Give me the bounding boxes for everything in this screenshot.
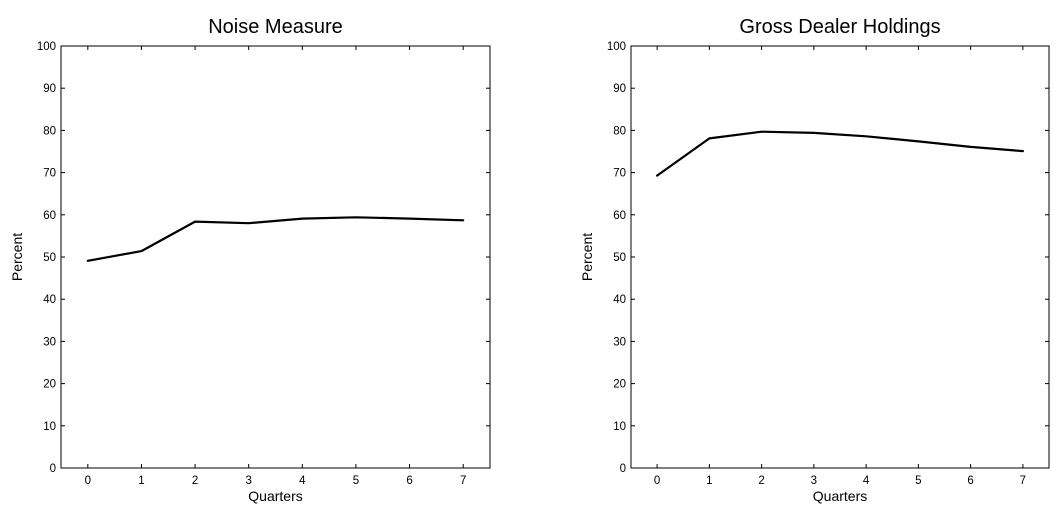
chart-1-xtick-label: 3	[245, 475, 251, 487]
chart-1-xtick-label: 7	[460, 475, 466, 487]
chart-1-xtick-label: 0	[85, 475, 91, 487]
chart-2-ytick-label: 0	[620, 463, 626, 475]
chart-1-ytick-label: 40	[43, 294, 56, 306]
chart-2-ylabel: Percent	[579, 233, 595, 281]
chart-1-ytick-label: 10	[43, 421, 56, 433]
chart-2-xtick-label: 6	[967, 475, 973, 487]
chart-1-ytick-label: 0	[50, 463, 56, 475]
chart-2-xtick-label: 4	[863, 475, 870, 487]
chart-1-ytick-label: 70	[43, 168, 56, 180]
chart-2-plot-frame	[630, 45, 1050, 469]
chart-2-xtick-label: 7	[1020, 475, 1026, 487]
chart-1-xtick-label: 2	[192, 475, 198, 487]
chart-2-xtick-label: 0	[654, 475, 660, 487]
chart-1-ytick-label: 50	[43, 252, 56, 264]
chart-1-ytick-label: 30	[43, 336, 56, 348]
chart-1-xlabel: Quarters	[248, 488, 302, 504]
chart-1-ytick-label: 90	[43, 83, 56, 95]
chart-1-ytick-label: 20	[43, 379, 56, 391]
chart-2-ytick-label: 90	[613, 83, 626, 95]
chart-2-ytick-label: 40	[613, 294, 626, 306]
chart-2-xtick-label: 2	[758, 475, 764, 487]
chart-2-ytick-label: 70	[613, 168, 626, 180]
chart-1-xtick-label: 6	[406, 475, 412, 487]
chart-1-plot-frame	[60, 45, 491, 469]
chart-1-series-line	[86, 216, 465, 262]
chart-2-series-line	[655, 130, 1025, 177]
chart-2-xtick-label: 3	[811, 475, 817, 487]
chart-1-title: Noise Measure	[208, 16, 343, 38]
chart-2-xlabel: Quarters	[813, 488, 867, 504]
chart-2-group: 0 10 20 30 40 50 60 70 80 90 100 0 1 2 3 4 5 6 7 Gross Deal…	[579, 16, 1050, 504]
chart-2-ytick-label: 80	[613, 125, 626, 137]
chart-2-ytick-label: 50	[613, 252, 626, 264]
chart-1-ytick-label: 100	[37, 41, 56, 53]
chart-2-ytick-label: 30	[613, 336, 626, 348]
chart-2-ytick-label: 20	[613, 379, 626, 391]
chart-1-ytick-label: 80	[43, 125, 56, 137]
chart-1-xtick-label: 5	[353, 475, 359, 487]
chart-2-title: Gross Dealer Holdings	[739, 16, 940, 38]
chart-2-ytick-label: 100	[607, 41, 626, 53]
chart-2-xtick-label: 1	[706, 475, 712, 487]
chart-1-xtick-label: 4	[299, 475, 306, 487]
chart-1-ytick-label: 60	[43, 210, 56, 222]
chart-1-group: 0 10 20 30 40 50 60 70 80 90 100 0 1 2 3 4 5 6 7 Noise Meas…	[9, 16, 491, 504]
chart-2-ytick-label: 60	[613, 210, 626, 222]
chart-2-ytick-label: 10	[613, 421, 626, 433]
chart-1-ylabel: Percent	[9, 233, 25, 281]
chart-2-xtick-label: 5	[915, 475, 921, 487]
chart-1-xtick-label: 1	[138, 475, 144, 487]
